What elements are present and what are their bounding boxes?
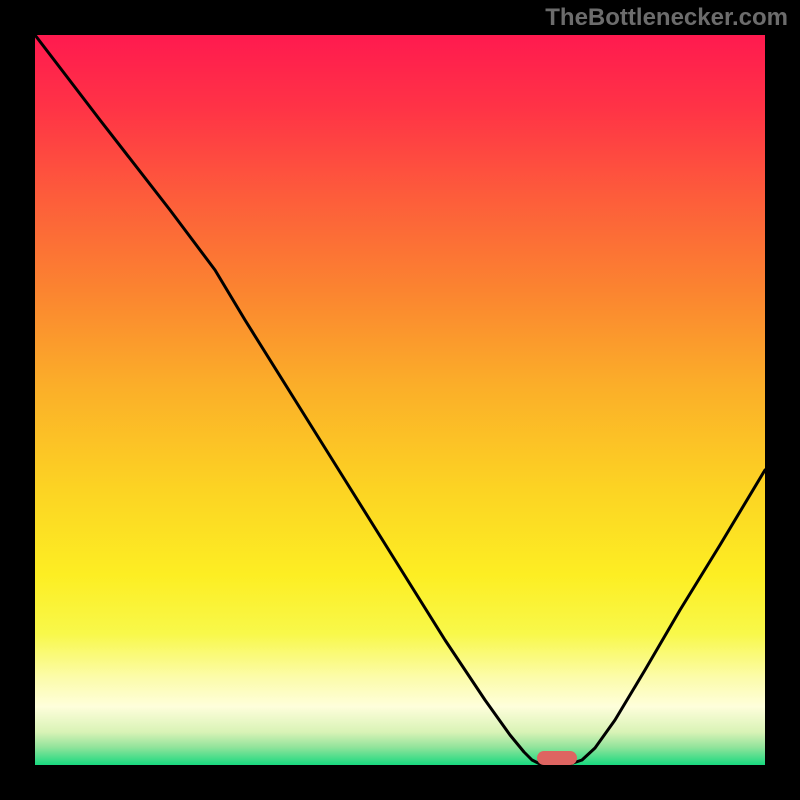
curve-line xyxy=(35,35,765,764)
optimum-marker xyxy=(537,751,577,765)
watermark-text: TheBottlenecker.com xyxy=(545,4,788,32)
bottleneck-curve xyxy=(0,0,800,800)
chart-container: TheBottlenecker.com xyxy=(0,0,800,800)
